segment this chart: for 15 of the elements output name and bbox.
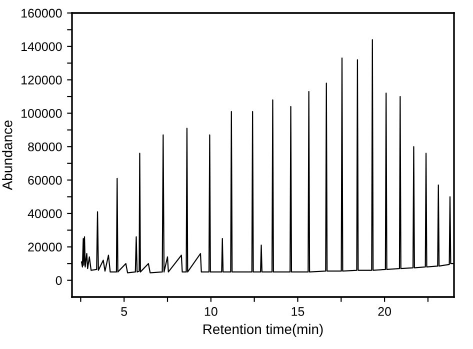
y-tick-label: 160000 xyxy=(22,8,62,18)
y-axis-title: Abundance xyxy=(2,120,12,190)
y-tick-label: 20000 xyxy=(28,242,62,252)
y-tick-label: 60000 xyxy=(28,176,62,185)
x-tick-label: 15 xyxy=(292,307,304,316)
x-tick-label: 5 xyxy=(121,307,128,316)
y-tick-label: 40000 xyxy=(28,209,62,218)
x-tick-label: 20 xyxy=(378,307,392,316)
x-axis-title: Retention time(min) xyxy=(204,324,323,337)
y-tick-label: 80000 xyxy=(28,142,62,152)
y-tick-label: 100000 xyxy=(22,109,62,118)
y-tick-label: 120000 xyxy=(22,76,62,84)
y-tick-label: 140000 xyxy=(22,42,62,52)
y-tick-label: 0 xyxy=(56,276,62,285)
x-tick-label: 10 xyxy=(204,307,218,316)
